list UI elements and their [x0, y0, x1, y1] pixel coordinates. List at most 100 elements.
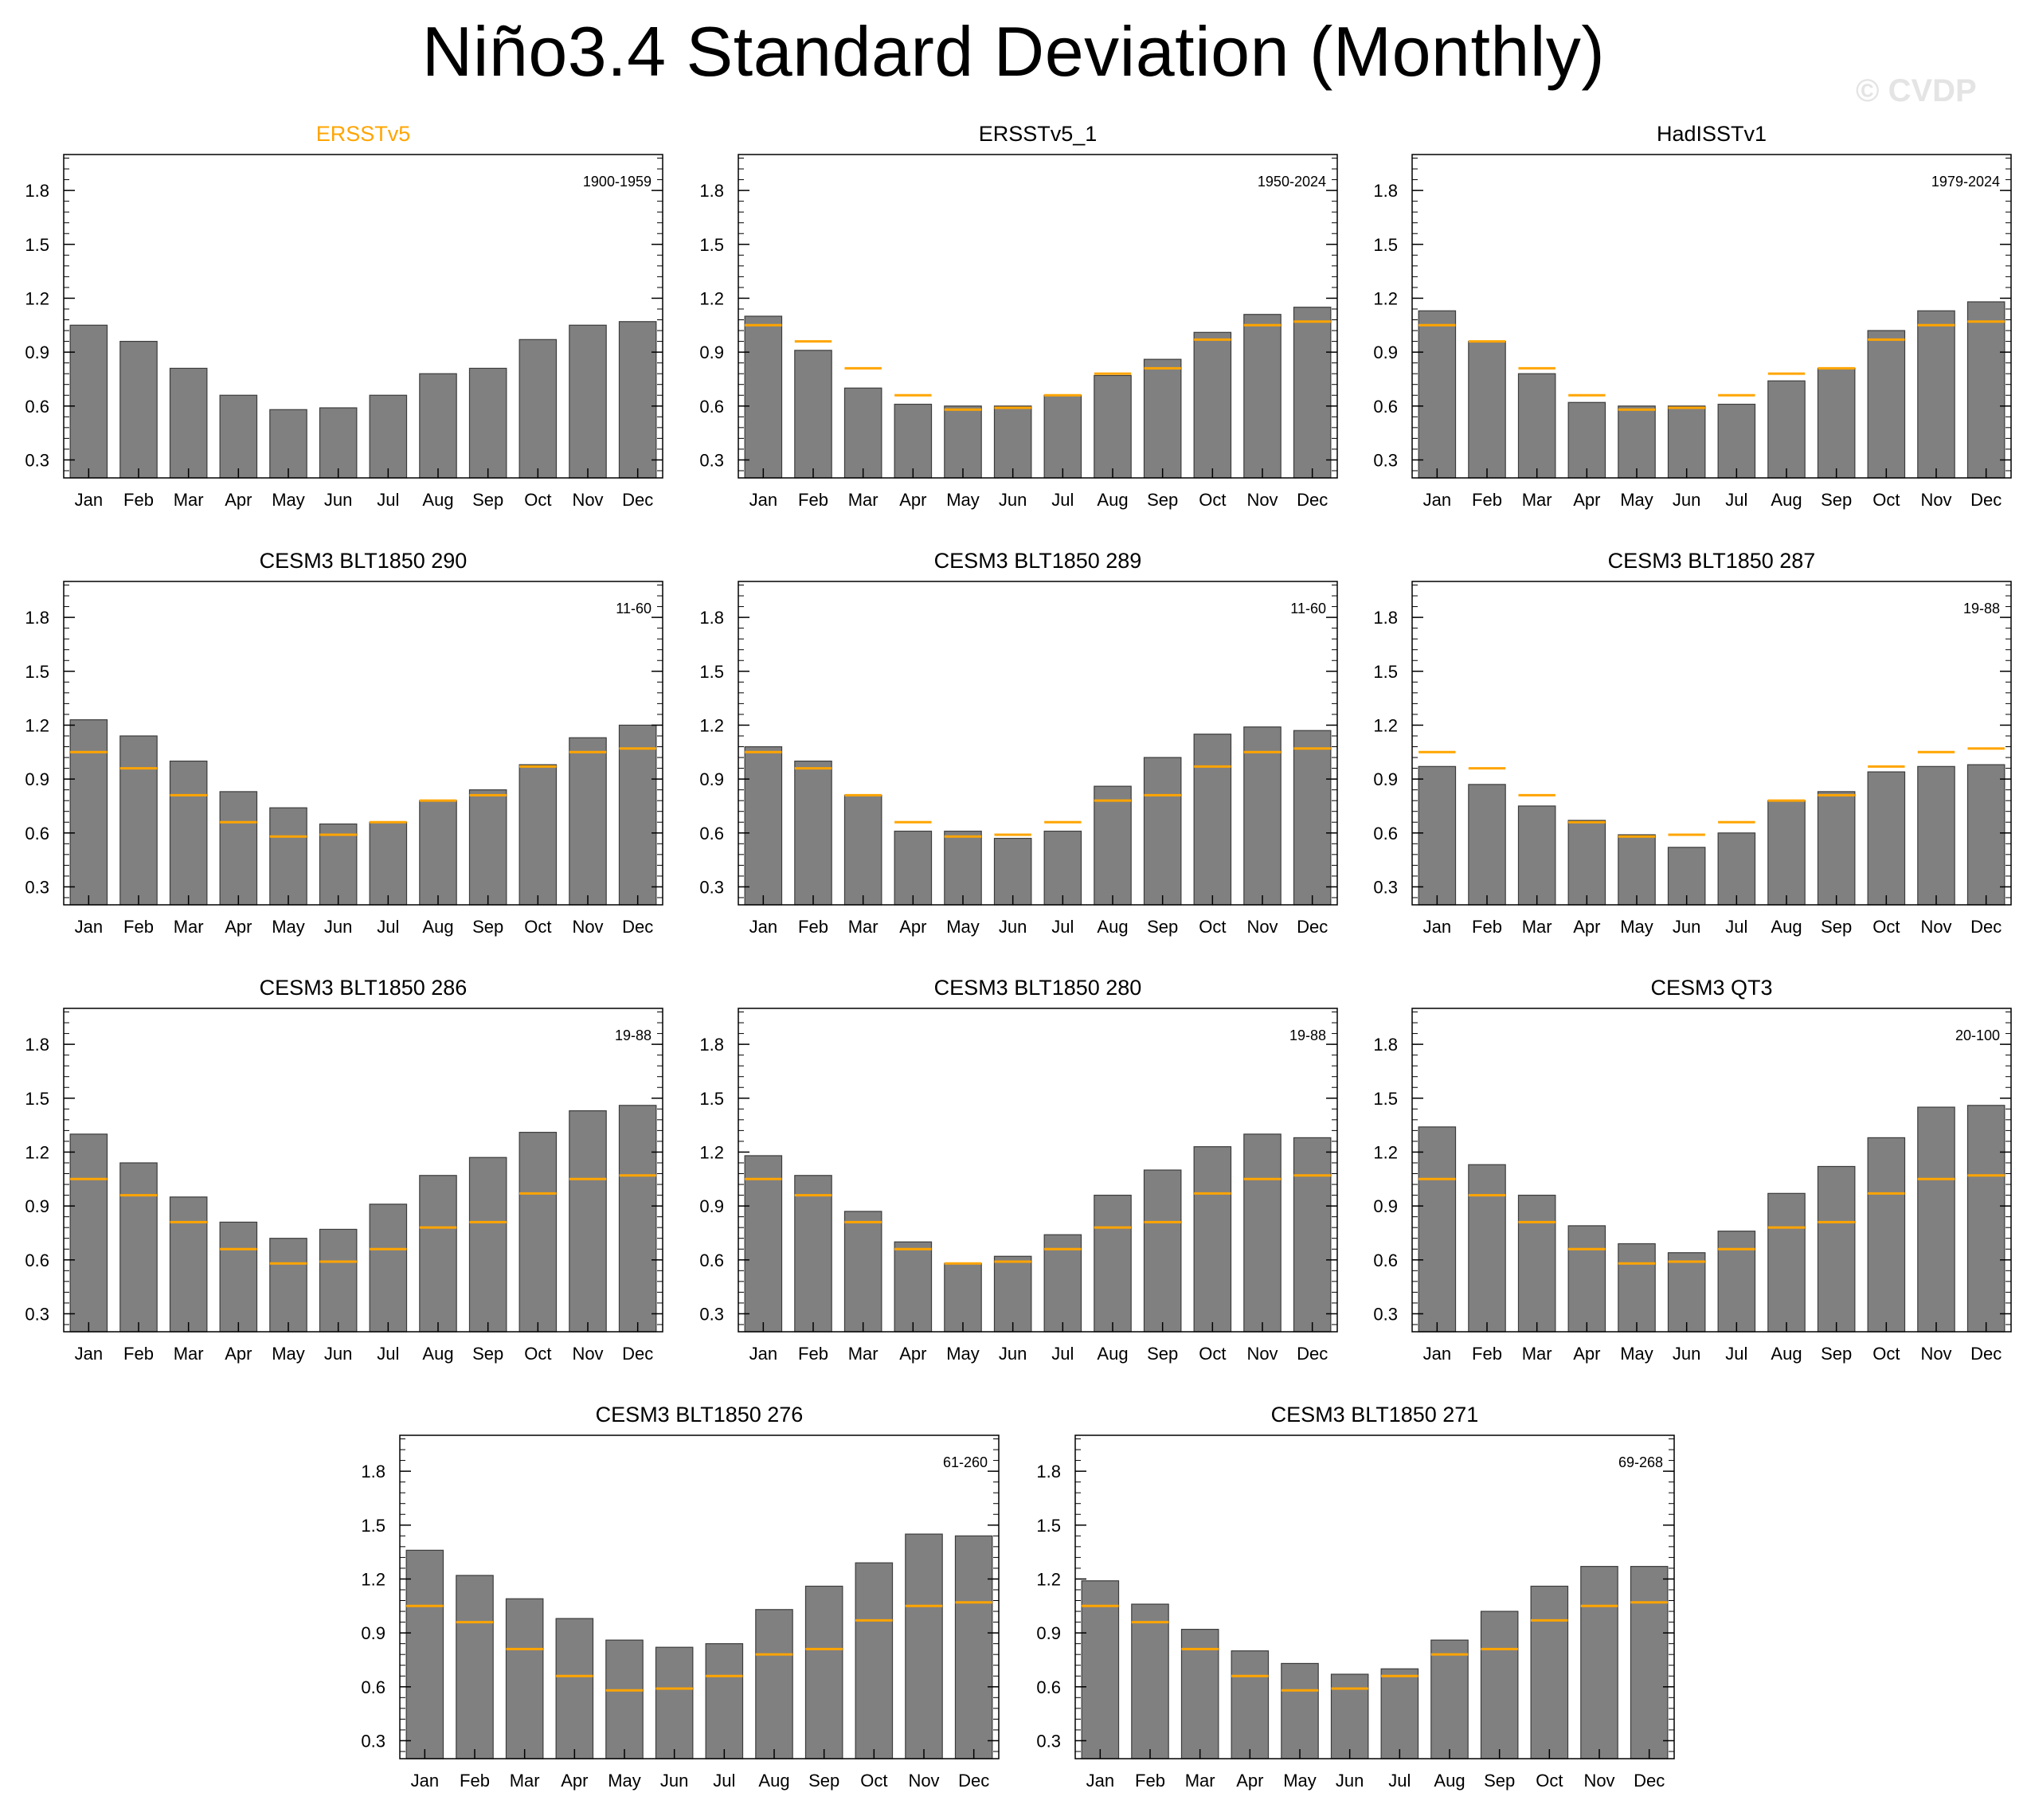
- x-tick-label-oct: Oct: [1536, 1771, 1563, 1791]
- y-tick-label: 0.9: [699, 769, 724, 789]
- x-tick-label-mar: Mar: [848, 1344, 878, 1364]
- bar-jul: [1043, 394, 1082, 479]
- bar-jun: [993, 405, 1032, 479]
- bar-nov: [1243, 726, 1282, 906]
- x-tick-label-jan: Jan: [75, 917, 103, 937]
- y-tick-label: 1.8: [25, 608, 49, 628]
- bar-dec: [1293, 730, 1332, 906]
- x-tick-label-nov: Nov: [572, 1344, 603, 1364]
- bar-dec: [954, 1535, 993, 1759]
- x-tick-label-may: May: [272, 490, 305, 510]
- x-tick-label-apr: Apr: [225, 490, 252, 510]
- y-tick-label: 0.3: [361, 1731, 385, 1751]
- bar-aug: [1094, 374, 1132, 479]
- y-tick-label: 0.9: [1373, 769, 1398, 789]
- bar-dec: [1966, 764, 2005, 906]
- x-tick-label-apr: Apr: [1573, 490, 1600, 510]
- panel-8: 0.3 0.6 0.9 1.2 1.5 1.8 Jan Feb Mar Apr May Jun Jul A…: [699, 976, 1338, 1364]
- x-tick-label-may: May: [1620, 490, 1653, 510]
- x-tick-label-feb: Feb: [123, 1344, 154, 1364]
- bar-jan: [744, 1155, 783, 1333]
- plot-frame: [1411, 1008, 2012, 1333]
- x-tick-label-may: May: [1620, 1344, 1653, 1364]
- bar-jul: [1043, 830, 1082, 906]
- x-tick-label-jun: Jun: [1336, 1771, 1364, 1791]
- x-tick-label-may: May: [946, 1344, 980, 1364]
- x-tick-label-dec: Dec: [1297, 490, 1328, 510]
- bar-feb: [794, 760, 832, 906]
- bar-sep: [1817, 1165, 1856, 1333]
- x-tick-label-mar: Mar: [848, 490, 878, 510]
- bar-mar: [1517, 1194, 1556, 1333]
- x-tick-label-dec: Dec: [622, 917, 653, 937]
- x-tick-label-may: May: [1620, 917, 1653, 937]
- y-tick-label: 1.5: [1373, 1089, 1398, 1109]
- x-tick-label-dec: Dec: [622, 490, 653, 510]
- x-tick-label-aug: Aug: [758, 1771, 789, 1791]
- bar-aug: [419, 800, 457, 906]
- bar-may: [269, 1238, 307, 1333]
- bar-jul: [369, 1204, 408, 1333]
- bar-may: [269, 409, 307, 479]
- x-tick-label-sep: Sep: [808, 1771, 839, 1791]
- x-tick-label-feb: Feb: [1472, 490, 1502, 510]
- x-tick-label-mar: Mar: [1522, 1344, 1552, 1364]
- x-tick-label-mar: Mar: [848, 917, 878, 937]
- bar-feb: [456, 1575, 494, 1759]
- bar-nov: [1917, 1106, 1955, 1333]
- y-tick-label: 1.8: [699, 1035, 724, 1055]
- panel-10: 0.3 0.6 0.9 1.2 1.5 1.8 Jan Feb Mar Apr May Jun Jul A…: [361, 1403, 1000, 1791]
- y-tick-label: 0.6: [1373, 1251, 1398, 1270]
- x-tick-label-jan: Jan: [749, 917, 777, 937]
- y-tick-label: 0.9: [699, 342, 724, 362]
- x-tick-label-nov: Nov: [1246, 1344, 1278, 1364]
- x-tick-label-oct: Oct: [524, 917, 551, 937]
- y-tick-label: 1.2: [25, 288, 49, 308]
- bar-jul: [1717, 832, 1756, 906]
- x-tick-label-dec: Dec: [622, 1344, 653, 1364]
- x-tick-label-jul: Jul: [713, 1771, 735, 1791]
- x-tick-label-apr: Apr: [225, 1344, 252, 1364]
- bar-dec: [1293, 1137, 1332, 1333]
- x-tick-label-mar: Mar: [1522, 917, 1552, 937]
- panel-2: 0.3 0.6 0.9 1.2 1.5 1.8 Jan Feb Mar Apr May Jun Jul A…: [699, 122, 1338, 510]
- y-tick-label: 0.9: [25, 769, 49, 789]
- y-tick-label: 1.8: [361, 1462, 385, 1481]
- period-label: 1950-2024: [1258, 174, 1326, 190]
- plot-frame: [1074, 1434, 1675, 1759]
- x-tick-label-oct: Oct: [1872, 1344, 1900, 1364]
- y-tick-label: 1.8: [699, 608, 724, 628]
- x-tick-label-aug: Aug: [1097, 917, 1128, 937]
- x-tick-label-feb: Feb: [798, 1344, 828, 1364]
- bar-mar: [1517, 373, 1556, 479]
- x-tick-label-dec: Dec: [1970, 1344, 2002, 1364]
- y-tick-label: 0.6: [25, 397, 49, 417]
- period-label: 20-100: [1955, 1027, 2000, 1043]
- y-tick-label: 0.6: [25, 1251, 49, 1270]
- plot-frame: [63, 154, 663, 479]
- bar-may: [1281, 1662, 1319, 1759]
- panel-title: CESM3 BLT1850 276: [596, 1403, 804, 1427]
- x-tick-label-jan: Jan: [749, 1344, 777, 1364]
- x-tick-label-oct: Oct: [1199, 1344, 1226, 1364]
- x-tick-label-nov: Nov: [1583, 1771, 1614, 1791]
- bar-mar: [169, 367, 208, 479]
- bar-oct: [1867, 771, 1906, 906]
- bar-may: [269, 807, 307, 906]
- x-tick-label-nov: Nov: [572, 917, 603, 937]
- bar-dec: [1966, 301, 2005, 479]
- x-tick-label-jan: Jan: [1086, 1771, 1114, 1791]
- x-tick-label-nov: Nov: [1246, 490, 1278, 510]
- x-tick-label-nov: Nov: [1246, 917, 1278, 937]
- bar-jan: [1081, 1580, 1120, 1759]
- x-tick-label-jan: Jan: [75, 490, 103, 510]
- y-tick-label: 1.2: [699, 288, 724, 308]
- y-tick-label: 0.9: [25, 1196, 49, 1216]
- panel-title: CESM3 BLT1850 289: [934, 549, 1142, 573]
- x-tick-label-jul: Jul: [1725, 490, 1747, 510]
- bar-jan: [1418, 765, 1457, 906]
- x-tick-label-apr: Apr: [561, 1771, 588, 1791]
- x-tick-label-aug: Aug: [1771, 490, 1802, 510]
- y-tick-label: 1.8: [25, 1035, 49, 1055]
- bar-jul: [705, 1643, 744, 1759]
